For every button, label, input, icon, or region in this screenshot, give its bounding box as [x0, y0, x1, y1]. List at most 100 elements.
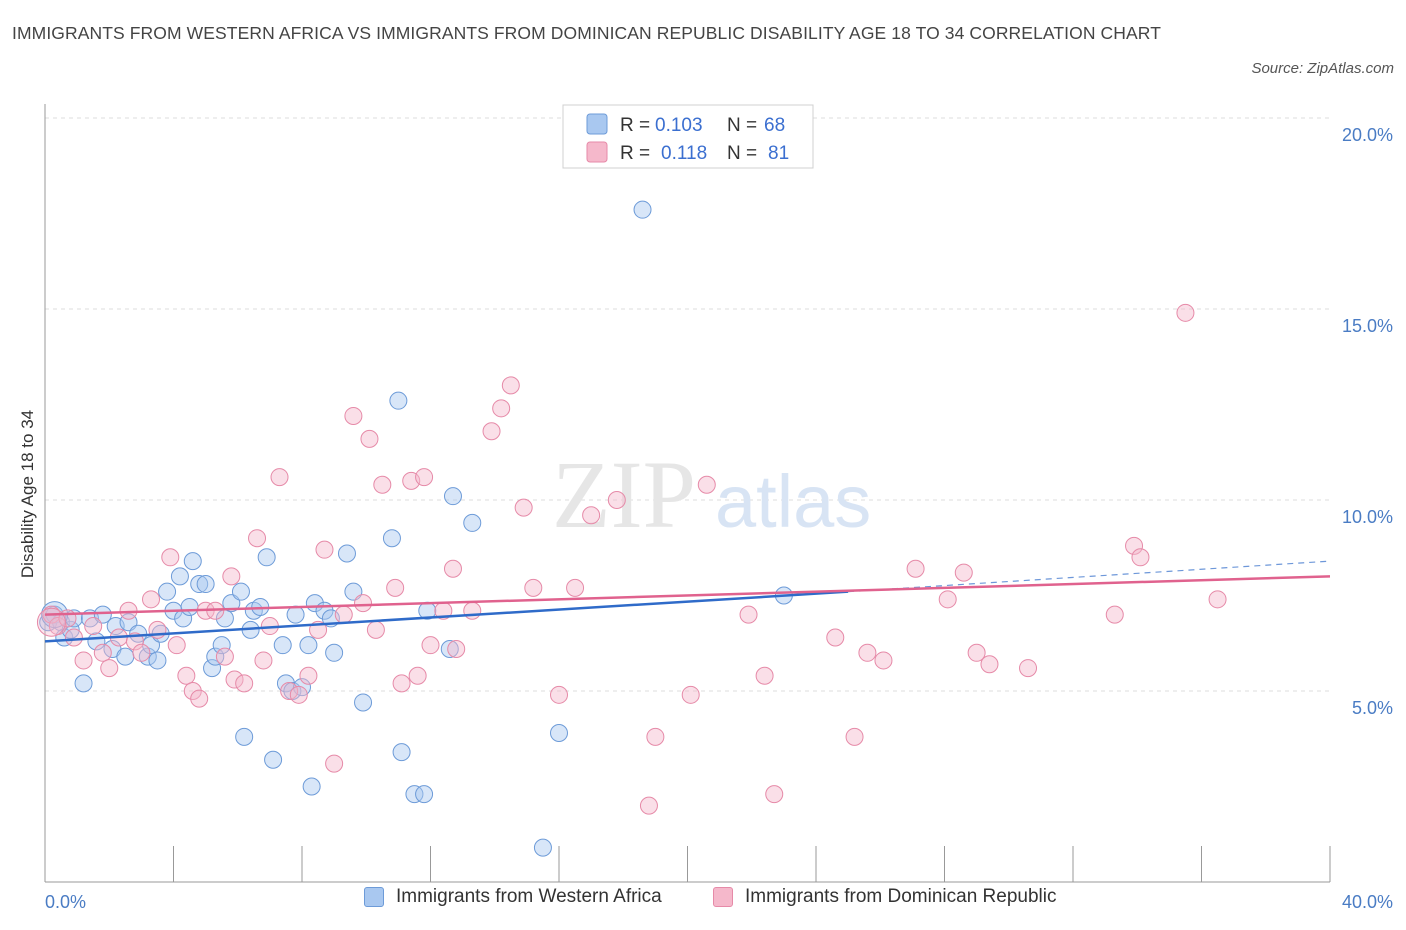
point-dominican-republic-66: [765, 785, 784, 804]
y-axis-label: Disability Age 18 to 34: [18, 410, 37, 578]
point-dominican-republic-31: [299, 666, 318, 685]
legend-label-dominican-republic: Immigrants from Dominican Republic: [745, 886, 1057, 907]
legend-swatch-western-africa: [586, 113, 608, 135]
point-western-africa-24: [183, 552, 202, 571]
legend-r-label-1: R =: [620, 115, 650, 136]
point-dominican-republic-11: [132, 643, 151, 662]
point-western-africa-37: [257, 548, 276, 567]
point-dominican-republic-80: [1176, 303, 1195, 322]
point-western-africa-39: [273, 636, 292, 655]
point-western-africa-45: [302, 777, 321, 796]
point-dominican-republic-15: [167, 636, 186, 655]
correlation-legend: R = 0.103 N = 68 R = 0.118 N = 81: [562, 104, 814, 169]
point-dominican-republic-52: [492, 399, 511, 418]
point-dominican-republic-28: [270, 468, 289, 487]
legend-n-label-1: N =: [727, 115, 757, 136]
point-dominican-republic-29: [280, 682, 299, 700]
point-western-africa-50: [337, 544, 356, 563]
point-dominican-republic-70: [874, 651, 893, 670]
point-western-africa-52: [354, 693, 373, 712]
point-dominican-republic-26: [254, 651, 273, 670]
trend-line-dominican-republic: [44, 575, 1331, 616]
series-dominican-republic-points: [36, 303, 1227, 815]
point-dominican-republic-78: [1125, 536, 1144, 555]
legend-label-western-africa: Immigrants from Western Africa: [396, 886, 662, 907]
point-western-africa-54: [389, 391, 408, 410]
trend-line-western-africa: [44, 590, 849, 643]
legend-r-label-2: R =: [620, 143, 650, 164]
point-dominican-republic-42: [392, 674, 411, 693]
point-dominican-republic-4: [74, 651, 93, 670]
point-dominican-republic-60: [639, 796, 658, 815]
point-dominican-republic-22: [222, 567, 241, 586]
point-dominican-republic-38: [360, 429, 379, 448]
point-dominican-republic-30: [289, 685, 308, 704]
point-dominican-republic-63: [697, 475, 716, 494]
point-western-africa-25: [190, 575, 209, 594]
y-tick-label-2: 15.0%: [1342, 316, 1393, 336]
point-dominican-republic-17: [183, 682, 202, 700]
point-dominican-republic-69: [858, 643, 877, 662]
point-western-africa-49: [325, 643, 344, 662]
point-dominican-republic-7: [100, 659, 119, 678]
point-western-africa-27: [203, 659, 222, 678]
point-dominican-republic-56: [550, 685, 568, 704]
point-dominican-republic-6: [93, 643, 112, 662]
y-tick-label-3: 20.0%: [1342, 125, 1393, 145]
point-dominican-republic-18: [190, 689, 209, 708]
point-western-africa-31: [222, 594, 241, 613]
point-western-africa-60: [443, 487, 462, 506]
point-dominican-republic-51: [482, 422, 501, 441]
point-dominican-republic-cluster: [36, 607, 66, 637]
point-dominican-republic-68: [845, 727, 864, 746]
chart-title: IMMIGRANTS FROM WESTERN AFRICA VS IMMIGR…: [12, 23, 1161, 43]
point-dominican-republic-35: [334, 605, 353, 624]
watermark-zip: ZIP: [552, 441, 696, 548]
point-dominican-republic-41: [386, 578, 405, 597]
point-dominican-republic-57: [566, 578, 585, 597]
point-dominican-republic-81: [1208, 590, 1227, 609]
point-dominican-republic-49: [447, 639, 466, 658]
point-dominican-republic-71: [906, 559, 925, 578]
trend-lines: [44, 560, 1331, 643]
watermark-atlas: atlas: [715, 460, 871, 543]
point-western-africa-9: [93, 605, 112, 624]
legend-swatch-dominican-republic: [713, 887, 733, 907]
point-dominican-republic-79: [1131, 548, 1150, 567]
point-dominican-republic-46: [421, 636, 440, 655]
point-dominican-republic-37: [354, 594, 373, 613]
point-western-africa-12: [116, 647, 135, 666]
point-dominican-republic-12: [142, 590, 161, 609]
point-dominican-republic-23: [225, 670, 244, 689]
point-dominican-republic-36: [344, 406, 363, 425]
point-dominican-republic-40: [373, 475, 392, 494]
legend-r-value-2: 0.118: [661, 143, 707, 164]
x-tick-label-1: 40.0%: [1342, 892, 1393, 912]
point-western-africa-57: [415, 785, 434, 804]
point-western-africa-26: [196, 575, 215, 594]
point-western-africa-56: [405, 785, 424, 804]
legend-n-label-2: N =: [727, 143, 757, 164]
legend-n-value-1: 68: [764, 115, 785, 136]
point-dominican-republic-50: [463, 601, 482, 620]
point-western-africa-53: [382, 529, 401, 548]
point-western-africa-32: [231, 582, 250, 601]
point-dominican-republic-54: [514, 498, 533, 517]
point-western-africa-21: [170, 567, 189, 586]
point-dominican-republic-16: [177, 666, 196, 685]
point-western-africa-28: [206, 647, 225, 666]
x-tick-label-0: 0.0%: [45, 892, 86, 912]
point-western-africa-17: [148, 651, 167, 670]
point-dominican-republic-76: [1019, 659, 1038, 678]
point-dominican-republic-72: [938, 590, 957, 609]
point-western-africa-62: [533, 838, 552, 857]
point-western-africa-33: [235, 727, 254, 746]
point-dominican-republic-34: [325, 754, 344, 773]
point-western-africa-51: [344, 582, 363, 601]
point-dominican-republic-48: [443, 559, 462, 578]
point-dominican-republic-67: [826, 628, 845, 647]
point-western-africa-59: [440, 639, 459, 658]
legend-swatch-dominican-republic: [586, 141, 608, 163]
source-note: Source: ZipAtlas.com: [1251, 60, 1394, 77]
